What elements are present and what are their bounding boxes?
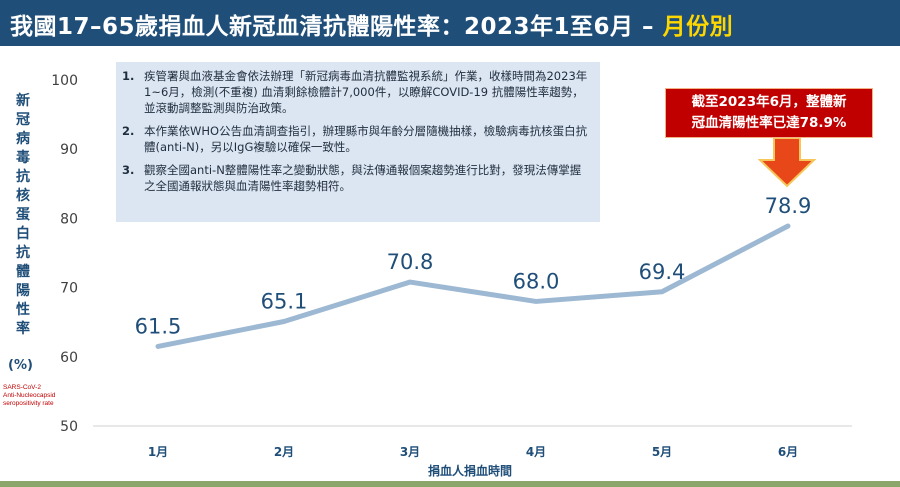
note-text: 觀察全國anti-N整體陽性率之變動狀態，與法傳通報個案趨勢進行比對，發現法傳掌… [144, 163, 582, 193]
x-tick-label: 2月 [274, 445, 294, 459]
series-line [155, 223, 791, 349]
note-item: 3. 觀察全國anti-N整體陽性率之變動狀態，與法傳通報個案趨勢進行比對，發現… [122, 162, 592, 194]
x-tick-label: 3月 [400, 445, 420, 459]
y-axis-unit: (%) [8, 358, 33, 373]
note-text: 本作業依WHO公告血清調查指引，辦理縣市與年齡分層隨機抽樣，檢驗病毒抗核蛋白抗體… [144, 124, 588, 154]
x-axis-title: 捐血人捐血時間 [428, 463, 512, 478]
y-axis-label-en-line: Anti-Nucleocapsid [3, 392, 56, 399]
y-tick-label: 80 [60, 211, 78, 227]
note-number: 2. [122, 124, 135, 138]
note-number: 1. [122, 69, 135, 83]
note-number: 3. [122, 163, 135, 177]
data-label: 65.1 [261, 290, 308, 314]
down-arrow-shape [758, 138, 816, 188]
title-highlight: 月份別 [662, 14, 734, 40]
data-label: 78.9 [765, 194, 812, 218]
x-tick-label: 6月 [778, 445, 798, 459]
header-bar: 我國17–65歲捐血人新冠血清抗體陽性率：2023年1至6月 – 月份別 [0, 0, 900, 46]
x-tick-label: 1月 [148, 445, 168, 459]
y-axis-label: 新冠病毒抗核蛋白抗體陽性率 [16, 93, 30, 337]
data-label: 68.0 [513, 269, 560, 293]
y-axis-label-en-line: SARS-CoV-2 [3, 384, 41, 391]
x-tick-label: 5月 [652, 445, 672, 459]
note-text: 疾管署與血液基金會依法辦理「新冠病毒血清抗體監視系統」作業，收樣時間為2023年… [144, 69, 588, 115]
y-tick-label: 50 [60, 419, 78, 435]
y-tick-label: 100 [51, 73, 78, 89]
callout-line: 截至2023年6月，整體新 [691, 94, 847, 110]
x-tick-label: 4月 [526, 445, 546, 459]
data-label: 69.4 [639, 260, 686, 284]
data-label: 70.8 [387, 250, 434, 274]
y-tick-label: 90 [60, 142, 78, 158]
note-item: 1. 疾管署與血液基金會依法辦理「新冠病毒血清抗體監視系統」作業，收樣時間為20… [122, 68, 592, 116]
bottom-rule [0, 481, 900, 487]
y-axis-label-en-line: seropositivity rate [3, 400, 54, 407]
down-arrow-icon [758, 138, 816, 188]
callout-box: 截至2023年6月，整體新 冠血清陽性率已達78.9% [665, 88, 873, 138]
title-main: 我國17–65歲捐血人新冠血清抗體陽性率：2023年1至6月 – [10, 14, 663, 40]
data-label: 61.5 [135, 314, 182, 338]
y-tick-label: 70 [60, 281, 78, 297]
notes-box: 1. 疾管署與血液基金會依法辦理「新冠病毒血清抗體監視系統」作業，收樣時間為20… [116, 62, 600, 222]
note-item: 2. 本作業依WHO公告血清調查指引，辦理縣市與年齡分層隨機抽樣，檢驗病毒抗核蛋… [122, 123, 592, 155]
callout-line: 冠血清陽性率已達78.9% [691, 115, 847, 131]
y-tick-label: 60 [60, 350, 78, 366]
page-title: 我國17–65歲捐血人新冠血清抗體陽性率：2023年1至6月 – 月份別 [10, 7, 733, 41]
y-axis-label-en: SARS-CoV-2 Anti-Nucleocapsid seropositiv… [3, 384, 55, 408]
